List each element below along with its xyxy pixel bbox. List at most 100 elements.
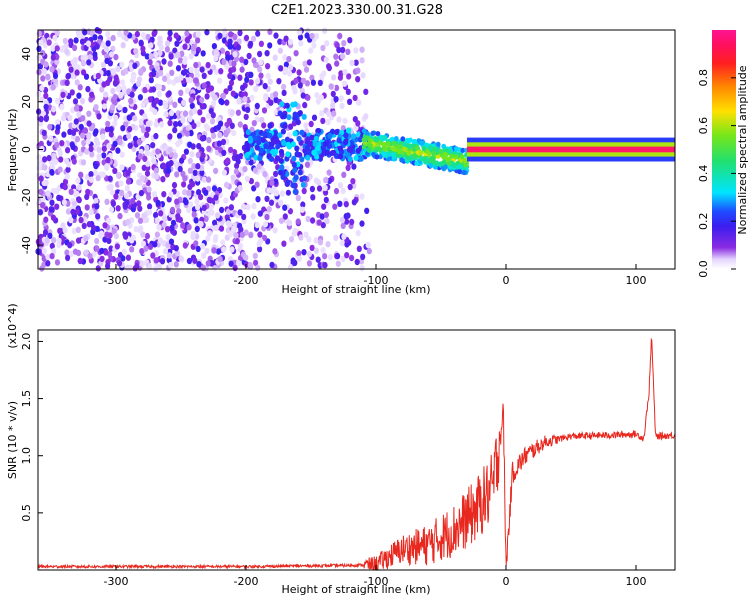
colorbar-gradient — [712, 30, 736, 269]
heatmap-cell — [45, 253, 51, 261]
heatmap-cell — [309, 32, 315, 40]
heatmap-cell — [438, 148, 444, 154]
heatmap-cell — [184, 87, 190, 94]
heatmap-cell — [258, 147, 264, 154]
heatmap-cell — [221, 149, 227, 157]
heatmap-cell — [231, 60, 237, 67]
heatmap-cell — [80, 132, 86, 139]
heatmap-cell — [371, 151, 376, 158]
heatmap-cell — [337, 32, 343, 40]
heatmap-cell — [84, 204, 90, 211]
heatmap-cell — [145, 160, 151, 167]
heatmap-cell — [113, 193, 119, 200]
heatmap-cell — [145, 125, 151, 133]
heatmap-cell — [82, 54, 89, 61]
heatmap-cell — [115, 147, 121, 154]
heatmap-cell — [142, 113, 148, 120]
heatmap-cell — [115, 205, 121, 212]
colorbar: 0.0 0.2 0.4 0.6 0.8 Normalized spectral ampl… — [697, 30, 749, 278]
heatmap-cell — [155, 199, 161, 207]
heatmap-cell — [214, 212, 221, 219]
heatmap-cell — [191, 211, 197, 218]
heatmap-cell — [132, 115, 138, 122]
heatmap-cell — [315, 128, 321, 134]
heatmap-cell — [326, 63, 332, 70]
heatmap-cell — [82, 29, 88, 36]
heatmap-cell — [140, 126, 147, 134]
heatmap-cell — [196, 142, 202, 150]
heatmap-cell — [81, 69, 87, 76]
heatmap-cell — [70, 143, 76, 151]
heatmap-x-tick-label: 0 — [503, 274, 510, 287]
heatmap-cell — [282, 66, 289, 74]
heatmap-cell — [108, 183, 114, 190]
heatmap-cell — [287, 38, 293, 46]
heatmap-cell — [191, 163, 197, 170]
heatmap-cell — [459, 154, 465, 160]
heatmap-cell — [368, 143, 374, 149]
heatmap-cell — [195, 121, 201, 128]
heatmap-cell — [172, 126, 178, 134]
heatmap-cell — [127, 142, 133, 149]
heatmap-cell — [50, 45, 56, 52]
heatmap-cell — [335, 260, 341, 267]
heatmap-cell — [75, 237, 82, 244]
heatmap-cell — [154, 97, 160, 104]
heatmap-cell — [308, 47, 314, 54]
heatmap-cell — [225, 157, 231, 164]
heatmap-cell — [127, 125, 133, 133]
heatmap-cell — [309, 74, 315, 82]
heatmap-cell — [342, 80, 348, 87]
heatmap-cell — [187, 115, 193, 123]
heatmap-cell — [133, 226, 139, 233]
heatmap-cell — [137, 94, 143, 101]
heatmap-cell — [239, 56, 245, 63]
heatmap-cell — [310, 217, 316, 224]
heatmap-cell — [351, 133, 357, 140]
heatmap-cell — [139, 248, 145, 255]
heatmap-cell — [239, 231, 245, 238]
heatmap-cell — [251, 185, 257, 192]
heatmap-cell — [165, 233, 171, 241]
heatmap-cell — [162, 215, 168, 223]
heatmap-cell — [200, 264, 206, 271]
heatmap-cell — [359, 46, 365, 53]
heatmap-cell — [150, 86, 157, 93]
heatmap-cell — [313, 247, 319, 254]
heatmap-cell — [205, 86, 211, 94]
heatmap-cell — [36, 108, 42, 115]
heatmap-cell — [154, 173, 160, 180]
heatmap-cell — [36, 68, 42, 76]
heatmap-cell — [308, 120, 314, 128]
heatmap-cell — [434, 147, 440, 153]
heatmap-cell — [232, 264, 238, 272]
heatmap-cell — [241, 213, 247, 221]
heatmap-cell — [56, 194, 62, 201]
heatmap-cell — [136, 80, 142, 88]
heatmap-cell — [38, 39, 44, 46]
heatmap-cell — [323, 196, 329, 204]
heatmap-cell — [288, 64, 294, 71]
heatmap-cell — [275, 143, 281, 150]
heatmap-cell — [68, 250, 74, 258]
heatmap-cell — [364, 135, 370, 141]
heatmap-cell — [281, 113, 287, 120]
heatmap-cell — [363, 88, 369, 96]
heatmap-cell — [124, 199, 130, 206]
heatmap-cell — [43, 61, 49, 68]
heatmap-cell — [68, 216, 74, 224]
heatmap-cell — [64, 157, 70, 165]
heatmap-cell — [248, 177, 254, 185]
heatmap-cell — [358, 155, 364, 162]
heatmap-cell — [283, 35, 289, 42]
heatmap-cell — [296, 69, 302, 76]
heatmap-cell — [113, 74, 119, 81]
heatmap-cell — [344, 252, 350, 259]
heatmap-cell — [125, 254, 131, 261]
heatmap-cell — [156, 90, 162, 98]
heatmap-cell — [217, 131, 223, 139]
heatmap-cell — [299, 156, 305, 163]
heatmap-cell — [245, 146, 251, 152]
heatmap-cell — [119, 189, 125, 196]
heatmap-cell — [258, 40, 264, 47]
